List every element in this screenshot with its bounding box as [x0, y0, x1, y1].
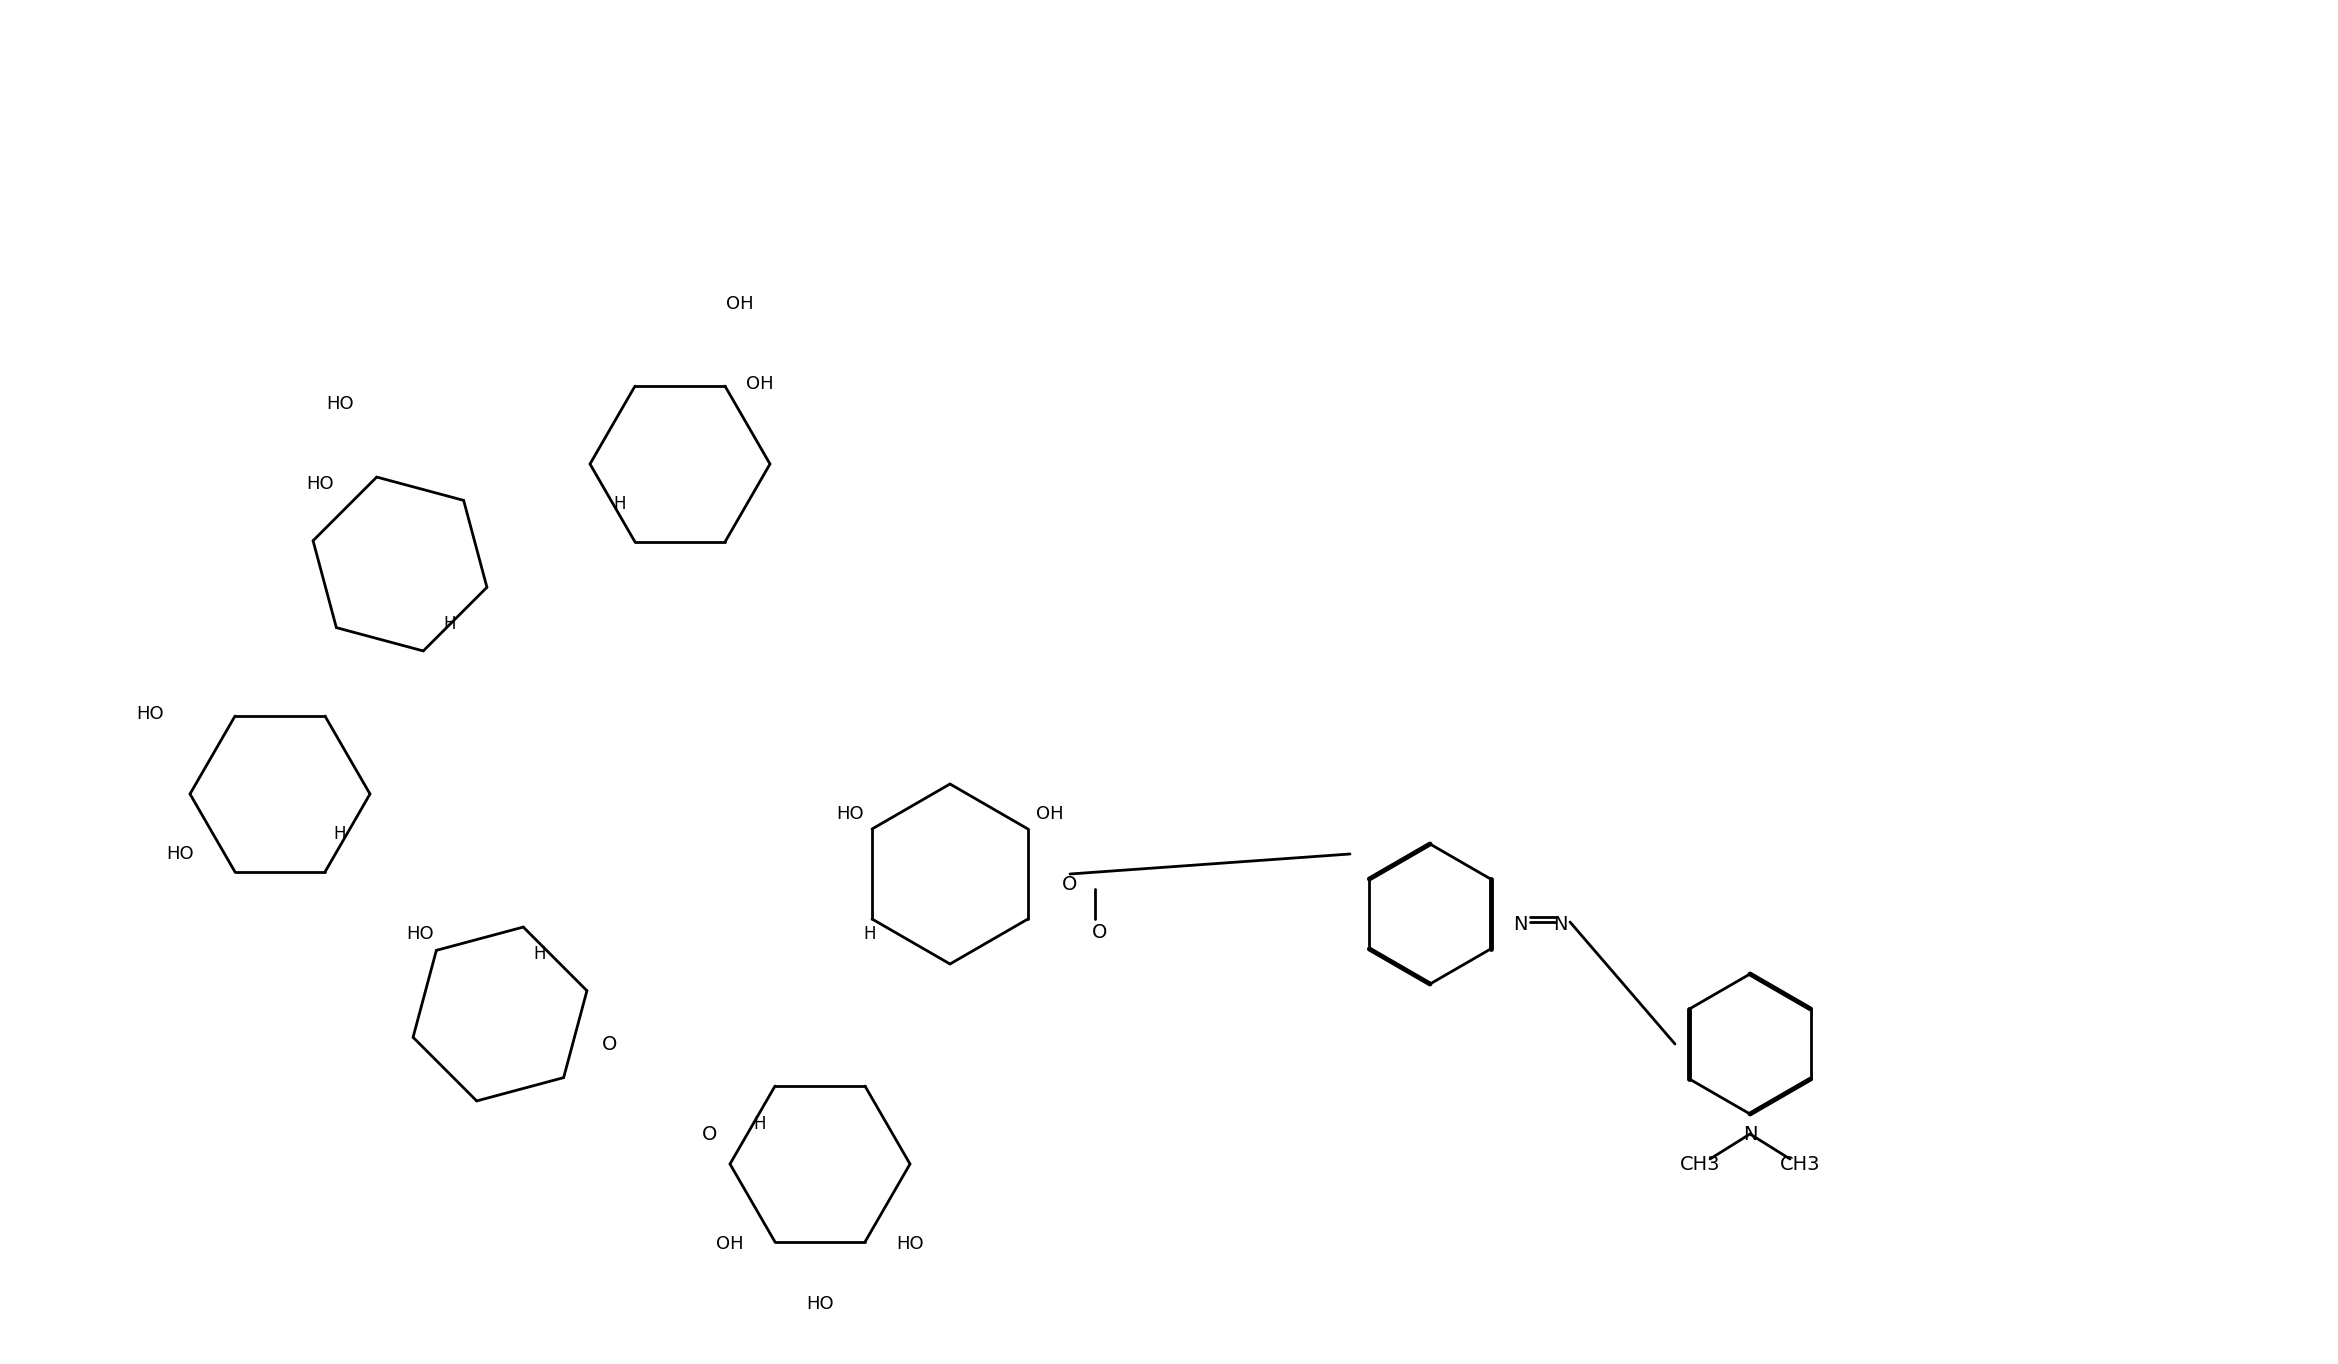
Text: OH: OH [746, 375, 774, 393]
Text: O: O [1061, 874, 1078, 893]
Text: O: O [701, 1124, 718, 1143]
Text: H: H [753, 1114, 767, 1133]
Text: HO: HO [837, 805, 863, 822]
Text: N: N [1513, 914, 1527, 933]
Text: HO: HO [407, 925, 435, 943]
Text: HO: HO [807, 1294, 835, 1314]
Text: HO: HO [895, 1234, 924, 1254]
Text: N: N [1742, 1124, 1758, 1143]
Text: H: H [615, 495, 627, 513]
Text: O: O [603, 1034, 617, 1053]
Text: HO: HO [136, 705, 164, 723]
Text: CH3: CH3 [1679, 1154, 1721, 1173]
Text: HO: HO [306, 475, 334, 492]
Text: CH3: CH3 [1779, 1154, 1821, 1173]
Text: HO: HO [166, 846, 194, 863]
Text: H: H [334, 825, 346, 843]
Text: H: H [444, 615, 456, 633]
Text: H: H [863, 925, 877, 943]
Text: N: N [1552, 914, 1566, 933]
Text: OH: OH [1036, 805, 1064, 822]
Text: O: O [1092, 922, 1108, 941]
Text: HO: HO [327, 396, 353, 413]
Text: OH: OH [715, 1234, 743, 1254]
Text: OH: OH [727, 295, 753, 312]
Text: H: H [533, 945, 547, 963]
